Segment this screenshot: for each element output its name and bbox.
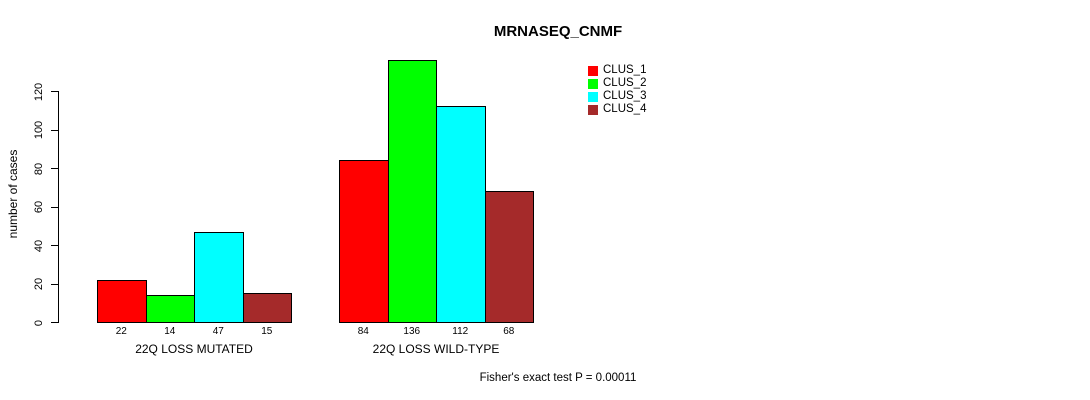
chart-title: MRNASEQ_CNMF <box>493 23 623 40</box>
legend-label: CLUS_4 <box>603 103 647 115</box>
bar-value-label: 14 <box>164 326 176 337</box>
y-axis-tick <box>51 130 58 131</box>
y-tick-label: 120 <box>33 82 45 101</box>
y-tick-label: 60 <box>33 200 45 214</box>
y-tick-label: 100 <box>33 120 45 140</box>
bar-value-label: 47 <box>212 326 224 337</box>
legend-swatch-clus_4 <box>588 104 598 115</box>
bar-value-label: 15 <box>261 326 273 337</box>
bar-clus_1-group1[interactable] <box>97 279 147 323</box>
bar-clus_3-group1[interactable] <box>194 231 244 323</box>
bar-clus_4-group1[interactable] <box>242 293 292 323</box>
bar-clus_2-group2[interactable] <box>387 60 437 323</box>
y-axis-tick <box>51 168 58 169</box>
legend-swatch-clus_3 <box>588 91 598 102</box>
bar-value-label: 68 <box>503 326 515 337</box>
x-category-label: 22Q LOSS MUTATED <box>135 342 253 356</box>
y-axis-line <box>58 91 59 323</box>
legend-label: CLUS_2 <box>603 77 647 89</box>
y-tick-label: 40 <box>33 239 45 252</box>
annotation-text: Fisher's exact test P = 0.00011 <box>479 372 637 384</box>
legend-swatch-clus_2 <box>588 78 598 89</box>
y-axis-tick <box>51 207 58 208</box>
y-tick-label: 0 <box>33 319 45 326</box>
y-axis-tick <box>51 284 58 285</box>
bar-clus_4-group2[interactable] <box>484 191 534 323</box>
y-axis-label: number of cases <box>6 149 20 239</box>
bar-clus_3-group2[interactable] <box>436 106 486 323</box>
legend-swatch-clus_1 <box>588 65 598 76</box>
legend: CLUS_1 CLUS_2 CLUS_3 CLUS_4 <box>588 64 646 116</box>
legend-item: CLUS_2 <box>588 77 646 90</box>
x-category-label: 22Q LOSS WILD-TYPE <box>372 342 500 356</box>
bar-clus_1-group2[interactable] <box>339 160 389 323</box>
bar-value-label: 136 <box>403 326 421 337</box>
legend-item: CLUS_4 <box>588 103 646 116</box>
legend-item: CLUS_3 <box>588 90 646 103</box>
y-tick-label: 80 <box>33 162 45 175</box>
y-axis-tick <box>51 245 58 246</box>
legend-item: CLUS_1 <box>588 64 646 77</box>
legend-label: CLUS_3 <box>603 90 647 102</box>
bar-value-label: 112 <box>452 326 469 337</box>
y-tick-label: 20 <box>33 277 45 291</box>
bar-clus_2-group1[interactable] <box>145 295 195 323</box>
legend-label: CLUS_1 <box>603 64 647 76</box>
y-axis-tick <box>51 91 58 92</box>
y-axis-tick <box>51 322 58 323</box>
bar-value-label: 84 <box>357 326 369 337</box>
bar-value-label: 22 <box>115 326 127 337</box>
